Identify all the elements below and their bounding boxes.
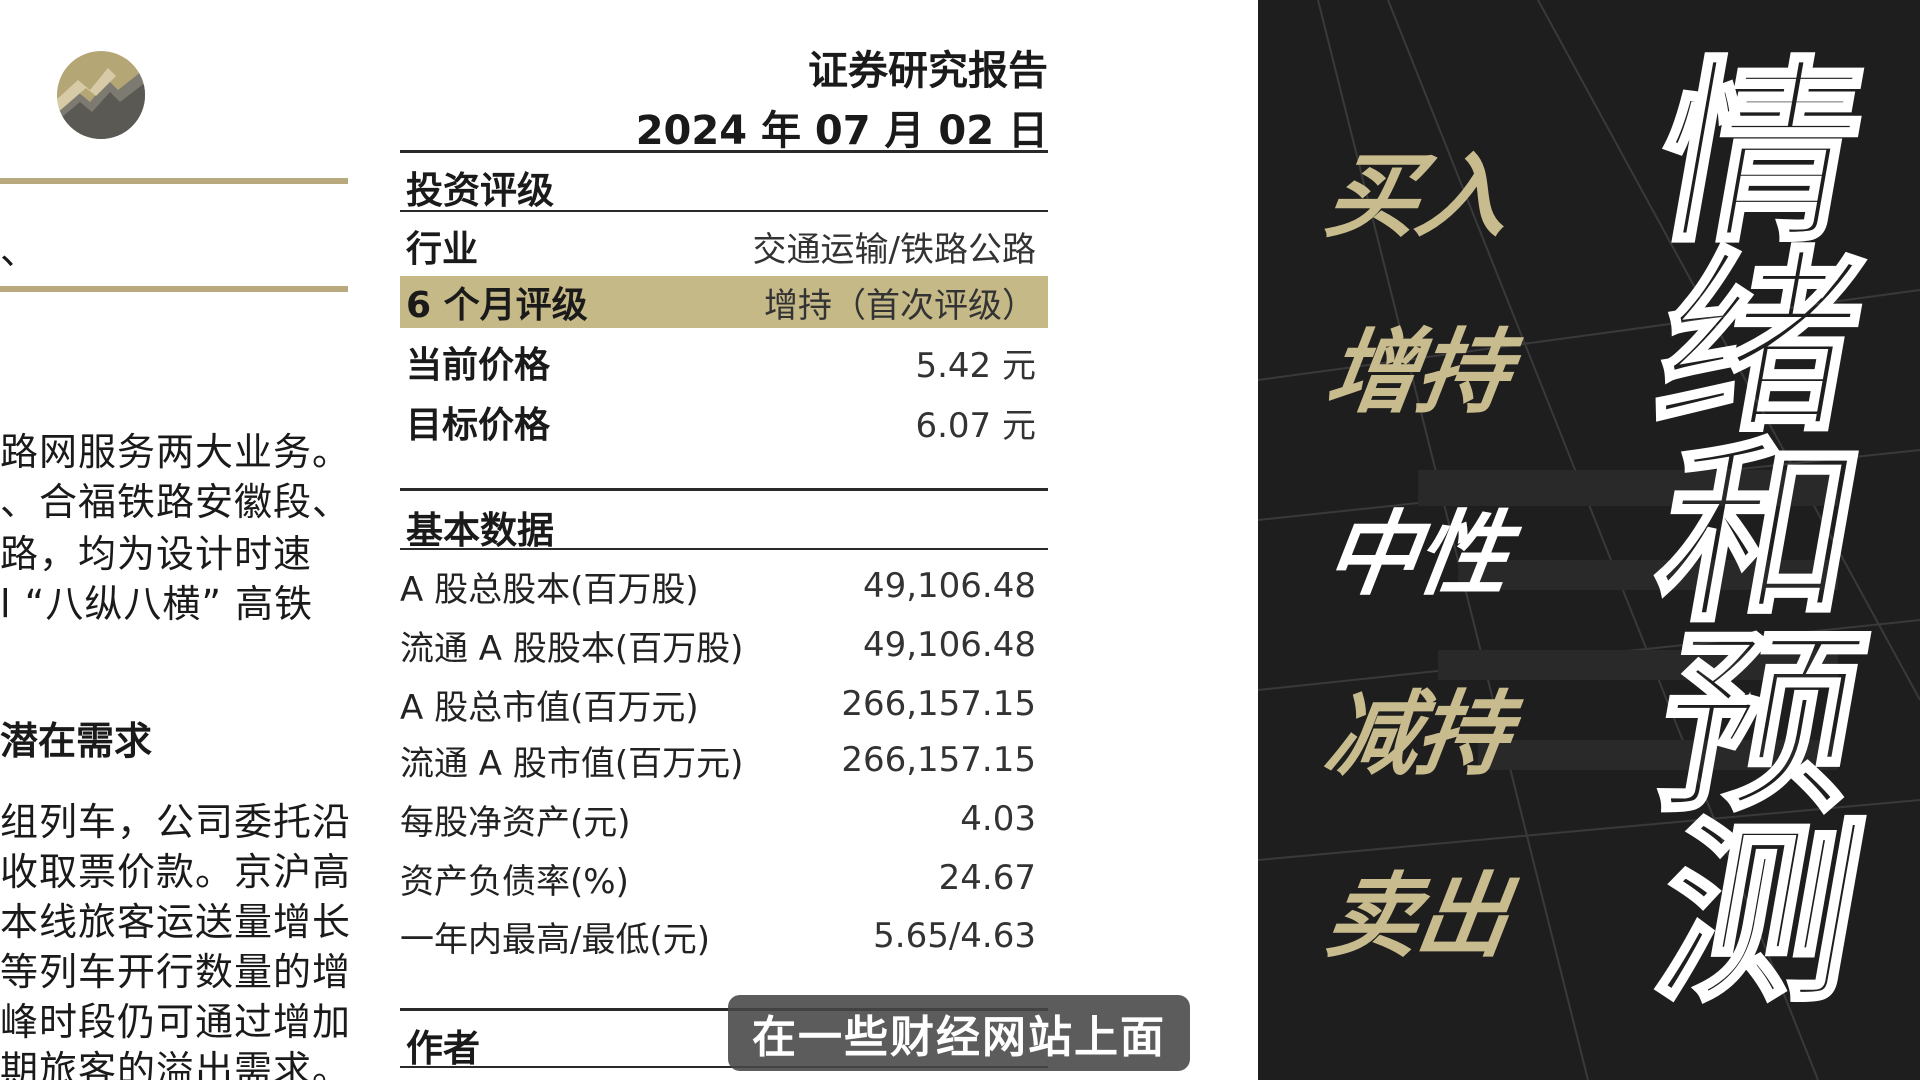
divider [400, 210, 1048, 212]
rating-row-target-price: 目标价格 6.07 元 [400, 396, 1048, 448]
basic-data-title: 基本数据 [406, 509, 554, 552]
body-line: 峰时段仍可通过增加 [0, 1000, 352, 1044]
row-value: 49,106.48 [862, 566, 1036, 606]
data-row: A 股总股本(百万股) 49,106.48 [400, 560, 1048, 612]
data-row: 每股净资产(元) 4.03 [400, 793, 1048, 845]
divider [400, 488, 1048, 491]
section-heading-left: 潜在需求 [0, 719, 153, 763]
body-line: 本线旅客运送量增长 [0, 900, 352, 944]
rating-buy: 买入 [1319, 143, 1515, 250]
gold-divider-bottom [0, 286, 348, 292]
big-title-char: 和 [1640, 419, 1880, 651]
rating-overweight: 增持 [1319, 319, 1515, 426]
row-label: 资产负债率(%) [400, 861, 629, 902]
rating-neutral: 中性 [1319, 501, 1515, 608]
row-label: 当前价格 [406, 345, 551, 386]
data-row: 一年内最高/最低(元) 5.65/4.63 [400, 910, 1048, 962]
divider [400, 150, 1048, 153]
row-label: 一年内最高/最低(元) [400, 919, 710, 960]
divider [400, 548, 1048, 550]
row-value: 6.07 元 [915, 405, 1036, 446]
body-line: 组列车，公司委托沿 [0, 800, 352, 844]
row-label: 目标价格 [406, 405, 551, 446]
row-value: 5.65/4.63 [873, 916, 1036, 956]
row-value: 49,106.48 [862, 625, 1036, 665]
rating-row-industry: 行业 交通运输/铁路公路 [400, 220, 1048, 272]
body-line: l “八纵八横” 高铁 [0, 582, 314, 626]
row-label: 行业 [406, 229, 479, 270]
row-value: 5.42 元 [915, 345, 1036, 386]
rating-section-title: 投资评级 [406, 169, 554, 212]
big-title-char: 测 [1640, 799, 1880, 1031]
logo-emblem-icon [57, 51, 145, 139]
body-line: 等列车开行数量的增 [0, 950, 352, 994]
data-row: 流通 A 股股本(百万股) 49,106.48 [400, 619, 1048, 671]
rating-row-current-price: 当前价格 5.42 元 [400, 336, 1048, 388]
body-line: 路网服务两大业务。 [0, 430, 352, 474]
report-date: 2024 年 07 月 02 日 [635, 108, 1048, 154]
title-fragment: 、 [0, 229, 39, 273]
row-value: 4.03 [960, 799, 1036, 839]
rating-row-6month: 6 个月评级 增持（首次评级） [400, 276, 1048, 328]
row-value: 24.67 [938, 858, 1036, 898]
row-value: 增持（首次评级） [764, 285, 1036, 326]
big-title-char: 绪 [1640, 229, 1880, 461]
row-label: 流通 A 股市值(百万元) [400, 743, 744, 784]
row-label: 6 个月评级 [406, 285, 588, 326]
rating-underweight: 减持 [1319, 681, 1515, 788]
divider [400, 1008, 1048, 1011]
data-row: 流通 A 股市值(百万元) 266,157.15 [400, 734, 1048, 786]
body-line: 路，均为设计时速 [0, 532, 313, 576]
big-title-char: 预 [1640, 609, 1880, 841]
row-label: 每股净资产(元) [400, 802, 631, 843]
video-subtitle: 在一些财经网站上面 [728, 995, 1190, 1071]
row-label: A 股总市值(百万元) [400, 687, 699, 728]
row-value: 交通运输/铁路公路 [752, 229, 1036, 270]
gold-divider-top [0, 178, 348, 184]
row-value: 266,157.15 [841, 740, 1036, 780]
author-title: 作者 [406, 1027, 480, 1070]
body-line: 收取票价款。京沪高 [0, 850, 352, 894]
row-label: A 股总股本(百万股) [400, 569, 699, 610]
report-title: 证券研究报告 [808, 48, 1048, 94]
data-row: 资产负债率(%) 24.67 [400, 852, 1048, 904]
row-value: 266,157.15 [841, 684, 1036, 724]
rating-sell: 卖出 [1319, 863, 1515, 970]
row-label: 流通 A 股股本(百万股) [400, 628, 744, 669]
report-page: 、 路网服务两大业务。 、合福铁路安徽段、 路，均为设计时速 l “八纵八横” … [0, 48, 1190, 1080]
body-line: 期旅客的溢出需求。 [0, 1048, 352, 1080]
body-line: 、合福铁路安徽段、 [0, 480, 352, 524]
divider [400, 1066, 1048, 1068]
big-title-char: 情 [1640, 39, 1880, 271]
rating-overlay-panel: 买入 增持 中性 减持 卖出 情 绪 和 预 测 [1258, 0, 1920, 1080]
background-lines-decoration [1258, 0, 1920, 1080]
data-row: A 股总市值(百万元) 266,157.15 [400, 678, 1048, 730]
